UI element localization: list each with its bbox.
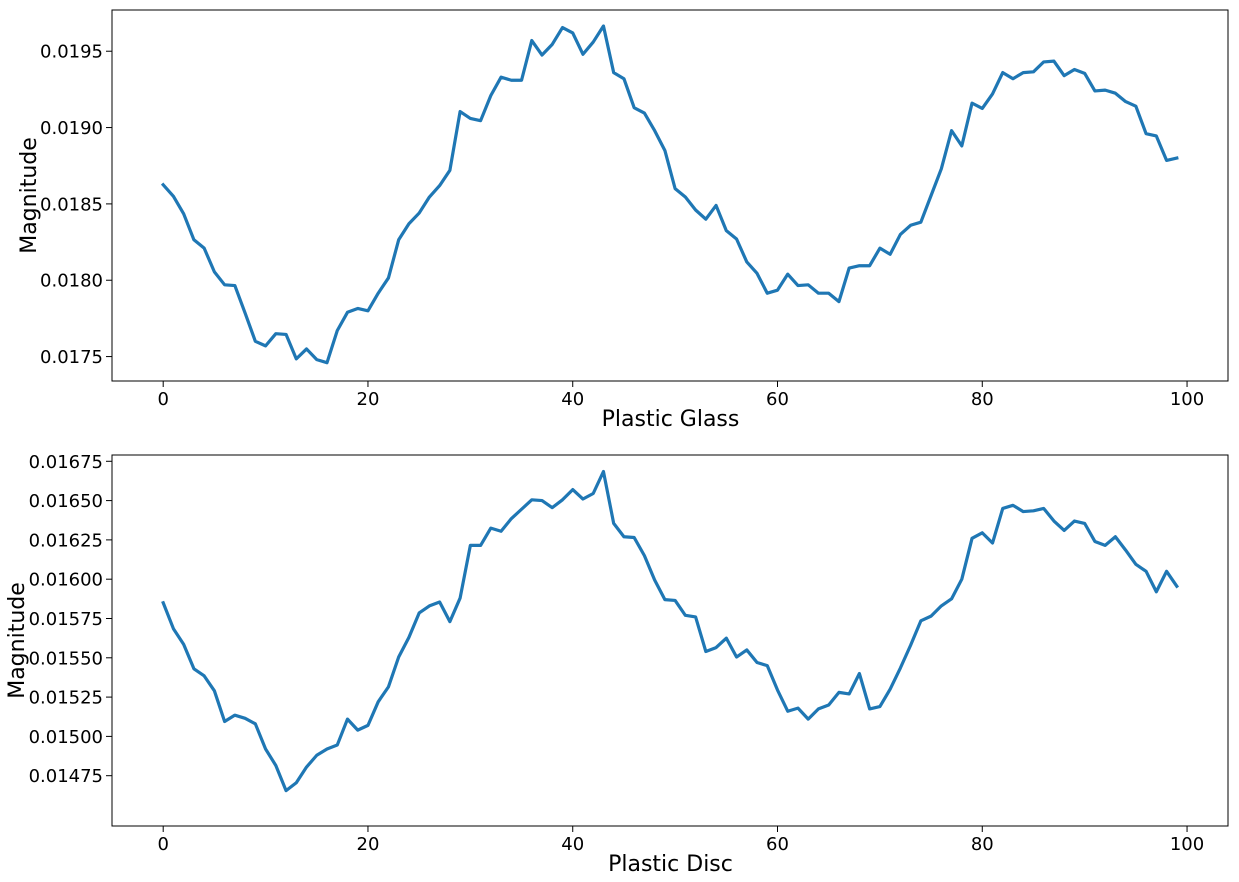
y-tick-label: 0.01600: [29, 570, 103, 591]
x-tick-label: 20: [357, 389, 380, 410]
x-tick-label: 100: [1170, 389, 1204, 410]
series-line: [160, 24, 1179, 365]
x-tick-label: 40: [561, 834, 584, 855]
x-tick-label: 80: [971, 834, 994, 855]
y-axis-label: Magnitude: [17, 137, 42, 254]
x-tick-label: 20: [357, 834, 380, 855]
x-tick-label: 100: [1170, 834, 1204, 855]
x-tick-label: 40: [561, 389, 584, 410]
y-tick-label: 0.01475: [29, 766, 103, 787]
x-axis-label: Plastic Glass: [602, 407, 740, 432]
x-axis-label: Plastic Disc: [608, 852, 733, 877]
y-tick-label: 0.01650: [29, 491, 103, 512]
y-tick-label: 0.0190: [40, 118, 103, 139]
plot-frame: [111, 454, 1229, 827]
x-tick-label: 60: [766, 389, 789, 410]
y-tick-label: 0.01500: [29, 727, 103, 748]
top-chart-panel: 0 20 40 60 80 100 0.0175 0.0180 0.0185 0.0190 0.01…: [17, 9, 1229, 432]
series-line: [161, 469, 1180, 793]
y-tick-label: 0.0195: [40, 42, 103, 63]
y-tick-label: 0.0180: [40, 271, 103, 292]
y-axis-label: Magnitude: [5, 582, 30, 699]
y-tick-label: 0.01575: [29, 609, 103, 630]
x-tick-label: 0: [157, 834, 168, 855]
x-tick-label: 80: [971, 389, 994, 410]
x-tick-label: 60: [766, 834, 789, 855]
y-tick-label: 0.01625: [29, 530, 103, 551]
bottom-chart-panel: 0 20 40 60 80 100 0.01475 0.01500 0.01525 0.01550…: [5, 452, 1229, 877]
y-tick-label: 0.01675: [29, 452, 103, 473]
x-tick-label: 0: [157, 389, 168, 410]
y-tick-label: 0.01525: [29, 688, 103, 709]
y-tick-label: 0.0175: [40, 347, 103, 368]
plot-frame: [111, 9, 1229, 382]
y-tick-label: 0.01550: [29, 648, 103, 669]
y-tick-label: 0.0185: [40, 194, 103, 215]
